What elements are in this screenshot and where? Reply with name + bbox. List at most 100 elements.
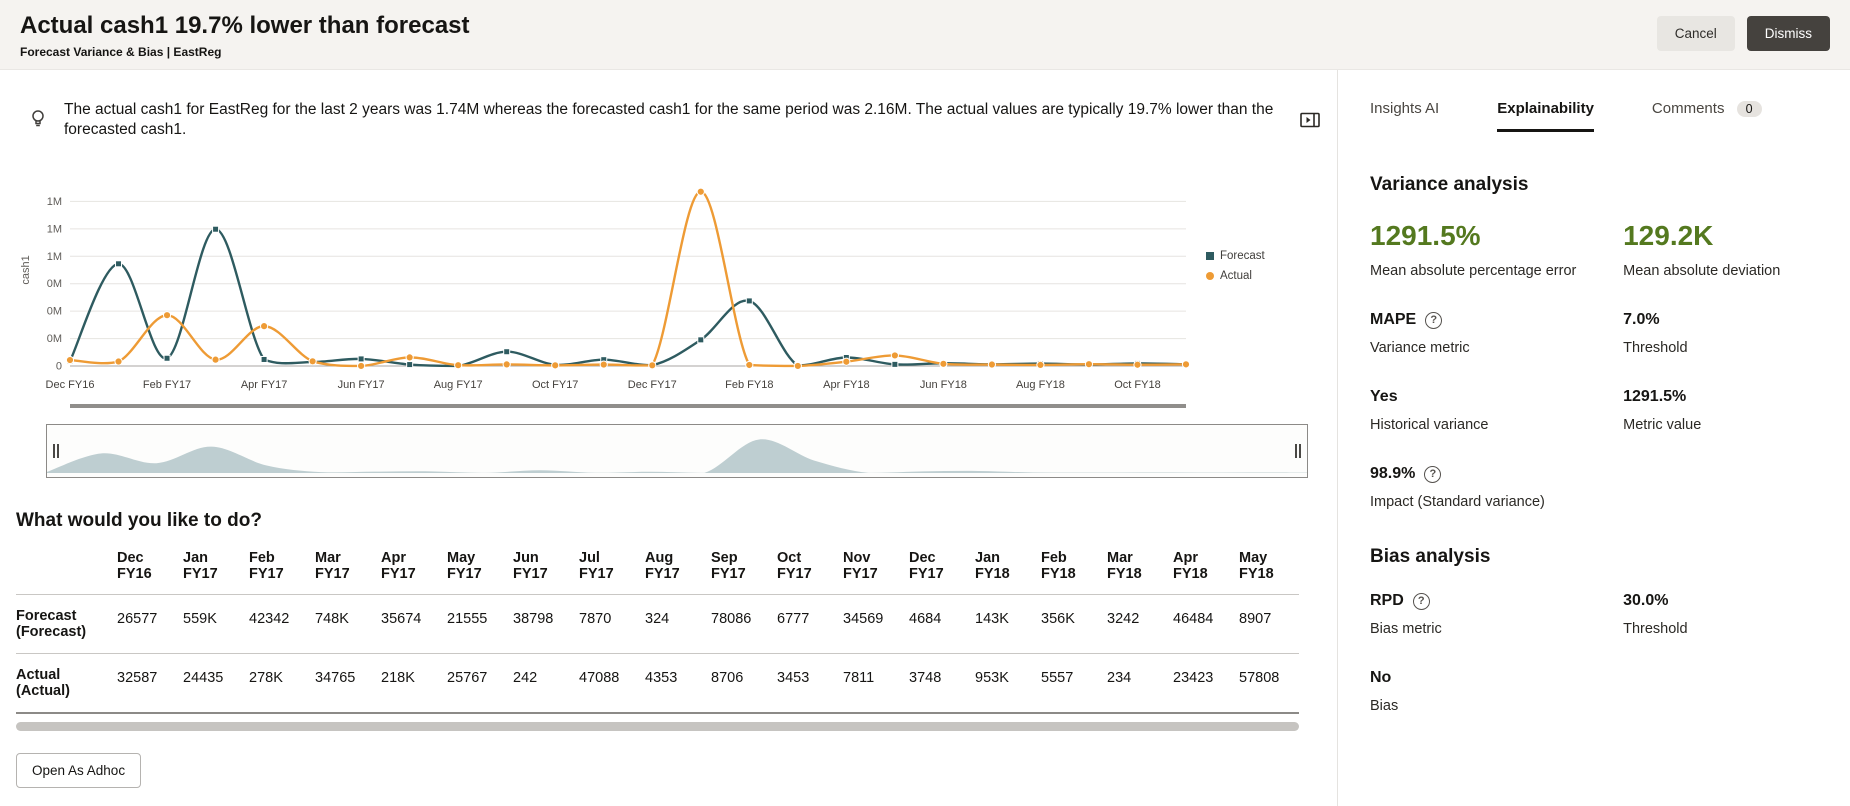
table-cell: 3748	[903, 653, 969, 715]
bias-threshold-stat: 30.0% Threshold	[1623, 592, 1822, 637]
svg-text:cash1: cash1	[20, 256, 32, 285]
svg-text:Feb FY17: Feb FY17	[143, 379, 191, 391]
variance-threshold-value: 7.0%	[1623, 311, 1660, 328]
svg-text:Aug FY18: Aug FY18	[1016, 379, 1065, 391]
bias-result-stat: No Bias	[1370, 669, 1623, 714]
legend-label-forecast: Forecast	[1220, 250, 1265, 263]
tab-insights-ai[interactable]: Insights AI	[1370, 100, 1440, 117]
bias-analysis-heading: Bias analysis	[1370, 546, 1491, 567]
metric-value: 1291.5%	[1623, 388, 1687, 405]
table-cell: 4684	[903, 594, 969, 655]
impact-caption: Impact (Standard variance)	[1370, 494, 1545, 510]
table-cell: 3242	[1101, 594, 1167, 655]
bias-metric-name: RPD	[1370, 592, 1404, 609]
table-col-header: Jan FY17	[177, 542, 243, 596]
forecast-actual-line-chart[interactable]: 0 0M 0M 0M 1M 1M 1M cash1 Dec FY16 Feb FY17 Apr FY…	[16, 158, 1196, 410]
table-cell: 8706	[705, 653, 771, 715]
mape-stat: 1291.5% Mean absolute percentage error	[1370, 220, 1623, 279]
mape-value: 1291.5%	[1370, 220, 1481, 251]
table-cell: 46484	[1167, 594, 1233, 655]
svg-text:Dec FY16: Dec FY16	[46, 379, 95, 391]
page-subtitle: Forecast Variance & Bias | EastReg	[20, 45, 222, 59]
table-cell: 32587	[111, 653, 177, 715]
table-cell: 34569	[837, 594, 903, 655]
svg-text:0M: 0M	[47, 306, 62, 318]
table-horizontal-scrollbar[interactable]	[16, 722, 1299, 732]
insight-icon	[28, 108, 48, 133]
tab-explainability[interactable]: Explainability	[1497, 100, 1594, 132]
legend-item-actual[interactable]: Actual	[1206, 270, 1265, 282]
table-cell: 26577	[111, 594, 177, 655]
table-cell: 356K	[1035, 594, 1101, 655]
bias-threshold-value: 30.0%	[1623, 592, 1669, 609]
impact-value: 98.9%	[1370, 465, 1416, 482]
variance-threshold-caption: Threshold	[1623, 340, 1688, 356]
svg-text:Jun FY17: Jun FY17	[338, 379, 385, 391]
table-cell: 242	[507, 653, 573, 715]
table-col-header: Feb FY17	[243, 542, 309, 596]
open-as-adhoc-button[interactable]: Open As Adhoc	[16, 753, 142, 789]
historical-variance-caption: Historical variance	[1370, 417, 1489, 433]
scroller-right-handle[interactable]	[1293, 441, 1303, 461]
table-cell: 25767	[441, 653, 507, 715]
impact-stat: 98.9% ? Impact (Standard variance)	[1370, 465, 1623, 510]
table-cell: 38798	[507, 594, 573, 655]
table-col-header: Jul FY17	[573, 542, 639, 596]
table-cell: 7811	[837, 653, 903, 715]
svg-text:Feb FY18: Feb FY18	[725, 379, 773, 391]
variance-metric-help-icon[interactable]: ?	[1425, 311, 1443, 329]
time-range-scroller[interactable]	[46, 424, 1308, 479]
expand-panel-icon[interactable]	[1299, 110, 1321, 130]
table-col-header: Sep FY17	[705, 542, 771, 596]
table-col-header: Jun FY17	[507, 542, 573, 596]
insight-row: The actual cash1 for EastReg for the las…	[16, 100, 1321, 140]
table-cell: 8907	[1233, 594, 1299, 655]
svg-text:0M: 0M	[47, 278, 62, 290]
explainability-panel: Insights AI Explainability Comments 0 Va…	[1337, 70, 1850, 806]
variance-analysis-heading: Variance analysis	[1370, 174, 1529, 195]
table-cell: 559K	[177, 594, 243, 655]
svg-text:Aug FY17: Aug FY17	[434, 379, 483, 391]
tab-comments[interactable]: Comments 0	[1652, 100, 1762, 132]
table-col-header: Oct FY17	[771, 542, 837, 596]
table-row-header: Actual (Actual)	[16, 653, 111, 715]
table-cell: 234	[1101, 653, 1167, 715]
table-col-header: Dec FY16	[111, 542, 177, 596]
mad-stat: 129.2K Mean absolute deviation	[1623, 220, 1822, 279]
table-cell: 218K	[375, 653, 441, 715]
table-cell: 34765	[309, 653, 375, 715]
table-cell: 748K	[309, 594, 375, 655]
header-bar: Actual cash1 19.7% lower than forecast F…	[0, 0, 1850, 70]
table-col-header: Mar FY17	[309, 542, 375, 596]
svg-text:0: 0	[56, 361, 62, 373]
variance-metric-stat: MAPE ? Variance metric	[1370, 311, 1623, 356]
panel-tabs: Insights AI Explainability Comments 0	[1354, 70, 1826, 132]
table-col-header: May FY17	[441, 542, 507, 596]
table-col-header: May FY18	[1233, 542, 1299, 596]
dismiss-button[interactable]: Dismiss	[1746, 16, 1830, 51]
table-cell: 42342	[243, 594, 309, 655]
svg-text:Oct FY17: Oct FY17	[532, 379, 578, 391]
variance-metric-caption: Variance metric	[1370, 340, 1470, 356]
historical-variance-stat: Yes Historical variance	[1370, 388, 1623, 433]
table-cell: 953K	[969, 653, 1035, 715]
table-col-header: Mar FY18	[1101, 542, 1167, 596]
legend-item-forecast[interactable]: Forecast	[1206, 250, 1265, 262]
svg-text:0M: 0M	[47, 333, 62, 345]
chart-legend: Forecast Actual	[1206, 250, 1265, 410]
cancel-button[interactable]: Cancel	[1656, 16, 1735, 51]
mape-caption: Mean absolute percentage error	[1370, 263, 1577, 279]
historical-variance-value: Yes	[1370, 388, 1398, 405]
bias-metric-help-icon[interactable]: ?	[1412, 592, 1430, 610]
tab-comments-label: Comments	[1651, 100, 1725, 117]
bias-caption: Bias	[1370, 698, 1399, 714]
table-col-header: Dec FY17	[903, 542, 969, 596]
impact-help-icon[interactable]: ?	[1424, 465, 1442, 483]
table-cell: 78086	[705, 594, 771, 655]
table-cell: 3453	[771, 653, 837, 715]
chart-horizontal-scrollbar	[70, 404, 1186, 409]
table-cell: 5557	[1035, 653, 1101, 715]
scroller-left-handle[interactable]	[51, 441, 61, 461]
svg-text:Apr FY17: Apr FY17	[241, 379, 287, 391]
